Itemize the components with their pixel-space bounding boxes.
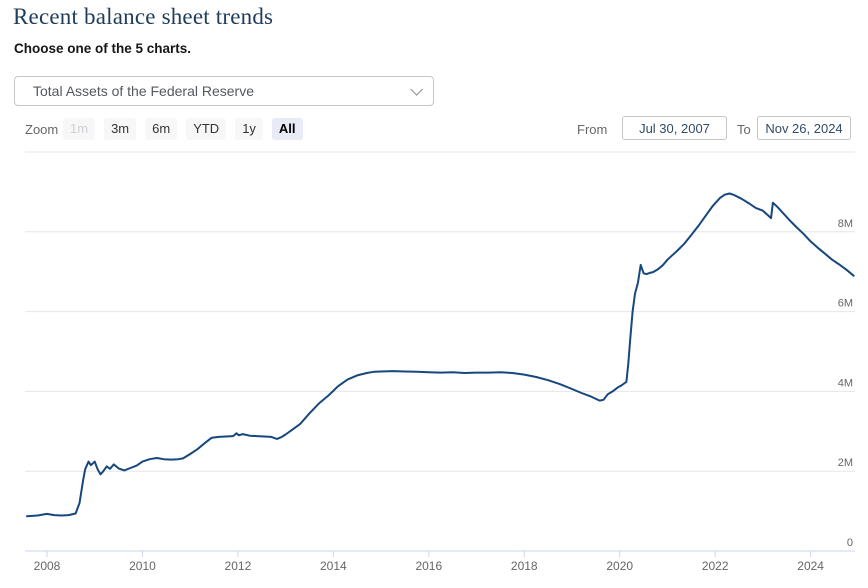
chart-chooser-label: Choose one of the 5 charts. — [14, 41, 192, 56]
balance-chart[interactable]: 2008 2010 2012 2014 2016 2018 2020 2022 2024 0 2M 4… — [0, 143, 868, 588]
range-to-input[interactable] — [757, 116, 851, 140]
x-tick-label: 2024 — [797, 559, 824, 573]
zoom-button-ytd[interactable]: YTD — [186, 118, 227, 140]
zoom-button-all[interactable]: All — [271, 118, 303, 140]
x-tick-label: 2008 — [34, 559, 61, 573]
range-from-input[interactable] — [622, 116, 727, 140]
zoom-button-6m[interactable]: 6m — [145, 118, 178, 140]
chart-select-value: Total Assets of the Federal Reserve — [33, 83, 254, 99]
chevron-down-icon — [410, 82, 423, 96]
x-tick-label: 2020 — [606, 559, 633, 573]
y-tick-label: 6M — [838, 298, 853, 310]
chart-select[interactable]: Total Assets of the Federal Reserve — [14, 76, 434, 106]
zoom-label: Zoom — [25, 122, 59, 137]
x-tick-label: 2012 — [225, 559, 252, 573]
range-from-label: From — [577, 122, 608, 137]
zoom-button-3m[interactable]: 3m — [104, 118, 137, 140]
range-to-label: To — [737, 122, 751, 137]
x-tick-label: 2010 — [129, 559, 156, 573]
x-tick-label: 2014 — [320, 559, 347, 573]
zoom-button-row: 1m 3m 6m YTD 1y All — [63, 118, 303, 140]
y-tick-label: 4M — [838, 377, 853, 389]
x-tick-label: 2016 — [415, 559, 442, 573]
y-tick-label: 8M — [838, 218, 853, 230]
x-tick-label: 2018 — [511, 559, 538, 573]
zoom-button-1m: 1m — [63, 118, 96, 140]
chart-area[interactable]: 2008 2010 2012 2014 2016 2018 2020 2022 2024 0 2M 4… — [0, 143, 868, 588]
y-tick-label: 2M — [838, 457, 853, 469]
page-title: Recent balance sheet trends — [13, 4, 274, 29]
y-tick-label: 0 — [847, 537, 853, 549]
series-line[interactable] — [26, 192, 855, 518]
x-tick-label: 2022 — [702, 559, 729, 573]
zoom-button-1y[interactable]: 1y — [235, 118, 263, 140]
